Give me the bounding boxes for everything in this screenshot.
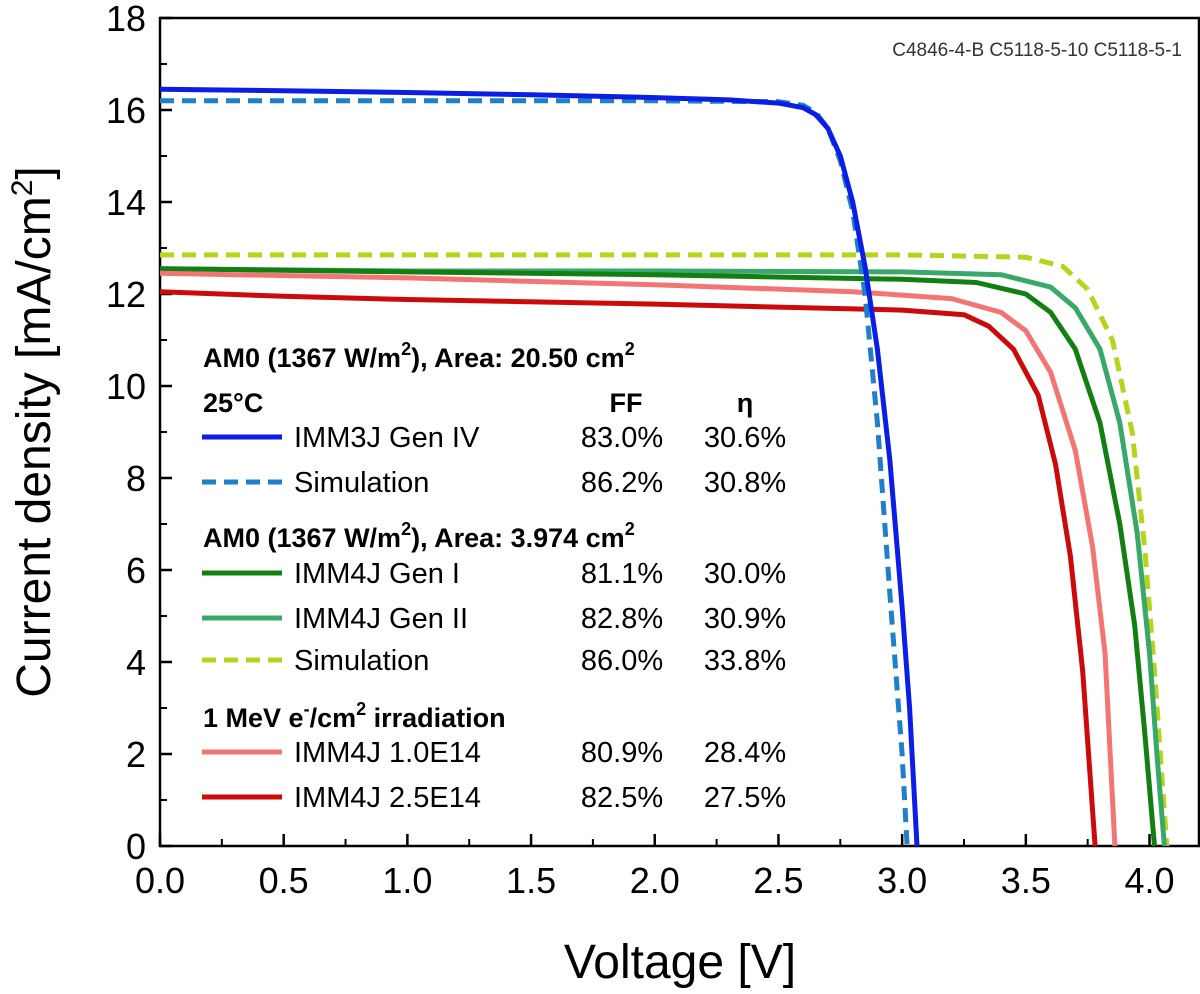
x-tick-label: 2.0	[630, 860, 680, 901]
legend-ff-value: 82.8%	[581, 603, 663, 635]
legend-row: Simulation 86.2% 30.8%	[202, 467, 786, 499]
y-tick-label: 2	[126, 734, 146, 775]
legend-row: IMM4J Gen II 82.8% 30.9%	[202, 603, 786, 635]
legend-eta-value: 30.9%	[704, 603, 786, 635]
y-tick-label: 10	[106, 366, 146, 407]
legend-row: IMM4J 1.0E14 80.9% 28.4%	[202, 737, 786, 769]
x-tick-label: 0.0	[135, 860, 185, 901]
legend-col-eta: η	[737, 388, 754, 418]
legend: AM0 (1367 W/m2), Area: 20.50 cm2 25°C FF…	[202, 339, 786, 814]
tick-labels: 0.0 0.5 1.0 1.5 2.0 2.5 3.0 3.5 4.0 0 2 4 6 8 10 12 14 16…	[106, 0, 1175, 901]
legend-group1-heading: AM0 (1367 W/m2), Area: 20.50 cm2	[203, 339, 635, 373]
legend-eta-value: 33.8%	[704, 645, 786, 677]
legend-row: Simulation 86.0% 33.8%	[202, 645, 786, 677]
y-tick-label: 4	[126, 642, 146, 683]
legend-series-name: Simulation	[294, 467, 429, 499]
series-line-4	[160, 252, 1170, 847]
legend-eta-value: 30.6%	[704, 422, 786, 454]
x-tick-label: 1.5	[506, 860, 556, 901]
legend-row: IMM3J Gen IV 83.0% 30.6%	[202, 422, 786, 454]
y-tick-label: 6	[126, 550, 146, 591]
legend-series-name: IMM3J Gen IV	[294, 422, 480, 454]
x-tick-label: 1.0	[382, 860, 432, 901]
y-tick-label: 14	[106, 182, 146, 223]
legend-ff-value: 86.2%	[581, 467, 663, 499]
series-line-6	[159, 289, 1098, 847]
series-line-1	[160, 98, 910, 847]
y-tick-label: 18	[106, 0, 146, 39]
x-tick-label: 2.5	[753, 860, 803, 901]
legend-col-ff: FF	[610, 388, 643, 418]
legend-group2-heading: AM0 (1367 W/m2), Area: 3.974 cm2	[203, 519, 635, 553]
legend-series-name: IMM4J 2.5E14	[294, 782, 481, 814]
axis-ticks	[158, 16, 1151, 848]
legend-ff-value: 82.5%	[581, 782, 663, 814]
series-line-2	[159, 266, 1157, 847]
series-line-0	[159, 86, 920, 847]
series-line-5	[159, 270, 1118, 847]
legend-group3-heading: 1 MeV e-/cm2 irradiation	[203, 699, 506, 733]
y-tick-label: 8	[126, 458, 146, 499]
y-tick-label: 16	[106, 90, 146, 131]
sample-ids: C4846-4-B C5118-5-10 C5118-5-1	[892, 40, 1182, 61]
legend-eta-value: 27.5%	[704, 782, 786, 814]
legend-ff-value: 80.9%	[581, 737, 663, 769]
svg-text:Current density [mA/cm2]: Current density [mA/cm2]	[6, 166, 61, 698]
legend-series-name: IMM4J 1.0E14	[294, 737, 481, 769]
legend-series-name: Simulation	[294, 645, 429, 677]
x-tick-label: 4.0	[1125, 860, 1175, 901]
series-curves	[159, 86, 1170, 847]
x-axis-title: Voltage [V]	[564, 936, 796, 989]
y-tick-label: 12	[106, 274, 146, 315]
x-tick-label: 3.5	[1001, 860, 1051, 901]
legend-series-name: IMM4J Gen I	[294, 558, 460, 590]
y-axis-title: Current density [mA/cm2]	[6, 166, 61, 698]
legend-eta-value: 30.0%	[704, 558, 786, 590]
legend-ff-value: 81.1%	[581, 558, 663, 590]
legend-row: IMM4J 2.5E14 82.5% 27.5%	[202, 782, 786, 814]
legend-temperature: 25°C	[203, 388, 263, 418]
series-line-3	[159, 266, 1167, 847]
legend-ff-value: 83.0%	[581, 422, 663, 454]
x-tick-label: 0.5	[259, 860, 309, 901]
y-tick-label: 0	[126, 826, 146, 867]
legend-eta-value: 30.8%	[704, 467, 786, 499]
legend-row: IMM4J Gen I 81.1% 30.0%	[202, 558, 786, 590]
legend-ff-value: 86.0%	[581, 645, 663, 677]
legend-series-name: IMM4J Gen II	[294, 603, 468, 635]
legend-eta-value: 28.4%	[704, 737, 786, 769]
x-tick-label: 3.0	[877, 860, 927, 901]
